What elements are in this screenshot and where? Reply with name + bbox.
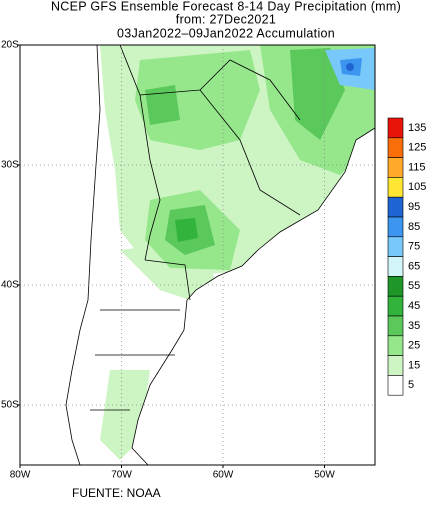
- legend-swatch: [387, 315, 404, 337]
- legend-swatch: [387, 216, 404, 238]
- legend: 135 125 115 105 95 85 75 65 55 45 35 25 15 5: [387, 117, 426, 396]
- legend-label: 115: [408, 161, 426, 173]
- lat-label: 30S: [1, 160, 19, 171]
- legend-label: 65: [408, 260, 420, 272]
- map: 20S 30S 40S 50S 80W 70W 60W 50W: [1, 40, 376, 481]
- legend-swatch: [387, 256, 404, 277]
- legend-swatch: [387, 157, 404, 178]
- legend-swatch: [387, 137, 404, 158]
- legend-swatch: [387, 236, 404, 257]
- map-frame: [19, 44, 376, 466]
- legend-swatch: [387, 335, 404, 356]
- lat-label: 50S: [1, 400, 19, 411]
- lat-label: 40S: [1, 280, 19, 291]
- lat-label: 20S: [1, 40, 19, 51]
- legend-label: 135: [408, 122, 426, 134]
- coastline: [65, 44, 376, 466]
- legend-swatch: [387, 375, 404, 396]
- title-block: NCEP GFS Ensemble Forecast 8-14 Day Prec…: [51, 0, 401, 40]
- legend-label: 105: [408, 181, 426, 193]
- borders: [90, 44, 301, 411]
- legend-label: 75: [408, 241, 420, 253]
- source: FUENTE: NOAA: [72, 486, 161, 500]
- legend-label: 5: [408, 379, 414, 391]
- legend-label: 55: [408, 280, 420, 292]
- lon-label: 70W: [111, 470, 132, 481]
- subtitle: 03Jan2022–09Jan2022 Accumulation: [117, 26, 335, 40]
- lon-label: 80W: [10, 470, 31, 481]
- legend-swatch: [387, 295, 404, 317]
- legend-label: 45: [408, 300, 420, 312]
- legend-label: 125: [408, 142, 426, 154]
- legend-label: 25: [408, 340, 420, 352]
- legend-label: 15: [408, 359, 420, 371]
- lon-label: 60W: [213, 470, 234, 481]
- legend-label: 95: [408, 201, 420, 213]
- graticule: 20S 30S 40S 50S 80W 70W 60W 50W: [1, 40, 375, 481]
- legend-swatch: [387, 117, 404, 139]
- title: NCEP GFS Ensemble Forecast 8-14 Day Prec…: [51, 0, 401, 13]
- legend-swatch: [387, 276, 404, 297]
- legend-swatch: [387, 196, 404, 218]
- legend-label: 85: [408, 221, 420, 233]
- legend-swatch: [387, 355, 404, 376]
- subtitle: from: 27Dec2021: [176, 12, 276, 26]
- legend-swatch: [387, 177, 404, 198]
- lon-label: 50W: [314, 470, 335, 481]
- legend-label: 35: [408, 320, 420, 332]
